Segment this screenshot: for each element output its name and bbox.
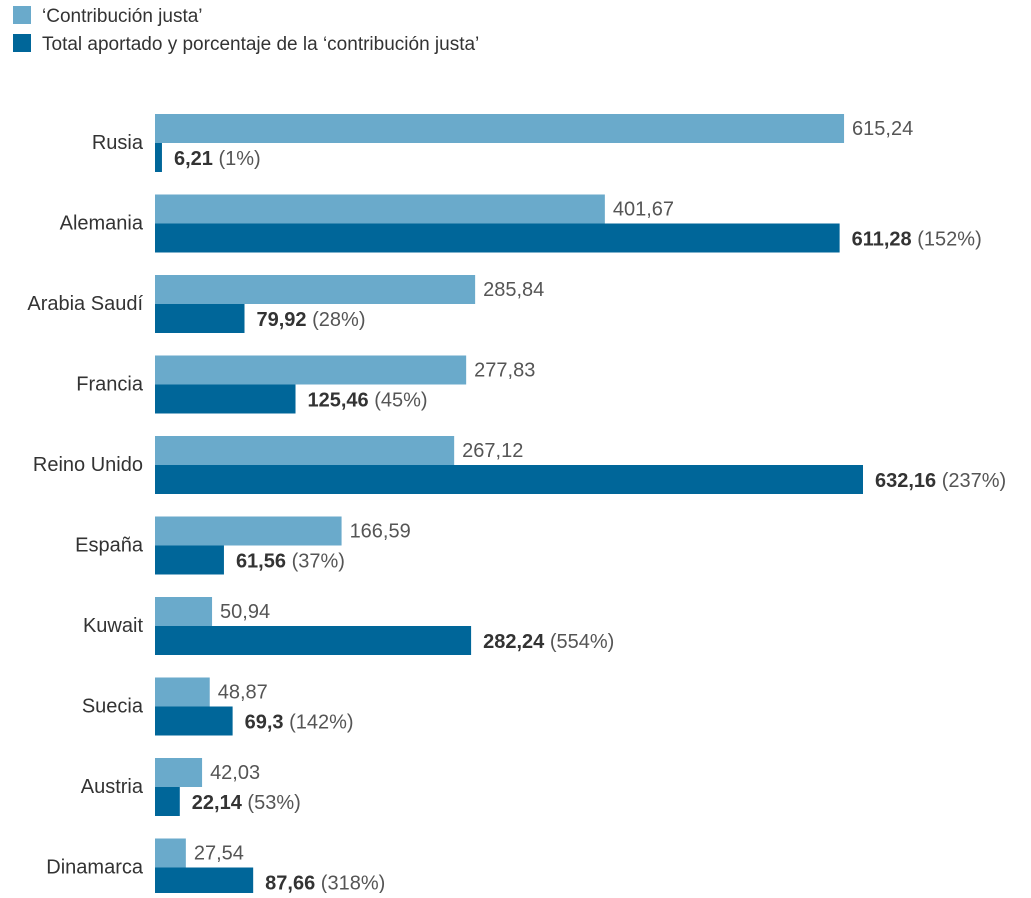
data-label-total-value: 61,56 bbox=[236, 551, 286, 573]
bar-contribucion-justa bbox=[155, 516, 342, 546]
bar-group-2: Arabia Saudí 285,84 79,92 (28%) bbox=[27, 275, 544, 333]
data-label-total-aportado: 282,24 (554%) bbox=[483, 631, 614, 653]
legend-label-2: Total aportado y porcentaje de la ‘contr… bbox=[42, 34, 479, 55]
data-label-contribucion-justa: 42,03 bbox=[210, 762, 260, 784]
bar-contribucion-justa bbox=[155, 275, 476, 304]
data-label-total-value: 69,3 bbox=[245, 712, 284, 734]
bar-total-aportado bbox=[155, 867, 254, 897]
bar-group-8: Austria 42,03 22,14 (53%) bbox=[81, 758, 301, 816]
data-label-total-value: 87,66 bbox=[265, 873, 315, 894]
bar-contribucion-justa bbox=[155, 597, 213, 626]
legend-swatch-2 bbox=[13, 34, 31, 52]
data-label-contribucion-justa: 285,84 bbox=[483, 279, 544, 301]
legend-swatch-1 bbox=[13, 6, 31, 24]
data-label-percent: (152%) bbox=[917, 229, 981, 251]
data-label-percent: (237%) bbox=[942, 470, 1006, 492]
data-label-total-aportado: 69,3 (142%) bbox=[245, 712, 354, 734]
data-label-percent: (28%) bbox=[312, 309, 365, 331]
data-label-percent: (37%) bbox=[292, 551, 345, 573]
data-label-total-aportado: 61,56 (37%) bbox=[236, 551, 345, 573]
data-label-total-aportado: 611,28 (152%) bbox=[852, 229, 982, 251]
data-label-total-aportado: 125,46 (45%) bbox=[308, 390, 428, 412]
data-label-percent: (554%) bbox=[550, 631, 614, 653]
bar-total-aportado bbox=[155, 787, 180, 816]
bar-total-aportado bbox=[155, 706, 233, 736]
data-label-contribucion-justa: 615,24 bbox=[852, 118, 913, 140]
category-label: Kuwait bbox=[83, 615, 143, 637]
data-label-total-value: 79,92 bbox=[257, 309, 307, 331]
category-label: Alemania bbox=[60, 213, 144, 235]
category-label: Austria bbox=[81, 776, 144, 798]
data-label-total-value: 125,46 bbox=[308, 390, 369, 412]
data-label-contribucion-justa: 48,87 bbox=[218, 682, 268, 704]
data-label-total-value: 611,28 bbox=[852, 229, 912, 251]
data-label-percent: (53%) bbox=[247, 792, 300, 814]
data-label-percent: (45%) bbox=[374, 390, 427, 412]
legend: ‘Contribución justa’ Total aportado y por… bbox=[13, 6, 479, 55]
category-label: Suecia bbox=[82, 696, 144, 718]
data-label-contribucion-justa: 166,59 bbox=[350, 521, 411, 543]
bar-total-aportado bbox=[155, 223, 840, 253]
data-label-total-value: 22,14 bbox=[192, 792, 243, 814]
data-label-contribucion-justa: 277,83 bbox=[474, 360, 535, 382]
category-label: Arabia Saudí bbox=[27, 293, 143, 315]
bar-group-9: Dinamarca 27,54 87,66 (318%) bbox=[46, 838, 385, 897]
bar-group-0: Rusia 615,24 6,21 (1%) bbox=[92, 114, 913, 172]
bar-total-aportado bbox=[155, 384, 296, 414]
data-label-contribucion-justa: 27,54 bbox=[194, 843, 244, 865]
bar-contribucion-justa bbox=[155, 436, 455, 465]
data-label-percent: (318%) bbox=[321, 873, 385, 894]
category-label: Francia bbox=[76, 374, 144, 396]
data-label-total-value: 282,24 bbox=[483, 631, 545, 653]
bar-total-aportado bbox=[155, 545, 224, 575]
data-label-contribucion-justa: 401,67 bbox=[613, 199, 674, 221]
bar-contribucion-justa bbox=[155, 355, 467, 385]
bar-total-aportado bbox=[155, 304, 245, 333]
bar-total-aportado bbox=[155, 143, 162, 172]
data-label-total-aportado: 22,14 (53%) bbox=[192, 792, 301, 814]
bar-contribucion-justa bbox=[155, 758, 203, 787]
category-label: Reino Unido bbox=[33, 454, 143, 476]
data-label-percent: (142%) bbox=[289, 712, 353, 734]
data-label-total-aportado: 87,66 (318%) bbox=[265, 873, 385, 894]
bar-total-aportado bbox=[155, 626, 472, 655]
data-label-total-value: 6,21 bbox=[174, 148, 213, 170]
data-label-total-aportado: 6,21 (1%) bbox=[174, 148, 261, 170]
data-label-contribucion-justa: 50,94 bbox=[220, 601, 270, 623]
bar-contribucion-justa bbox=[155, 114, 845, 143]
data-label-total-aportado: 632,16 (237%) bbox=[875, 470, 1006, 492]
bar-group-6: Kuwait 50,94 282,24 (554%) bbox=[83, 597, 614, 655]
data-label-total-value: 632,16 bbox=[875, 470, 936, 492]
data-label-total-aportado: 79,92 (28%) bbox=[257, 309, 366, 331]
bar-group-4: Reino Unido 267,12 632,16 (237%) bbox=[33, 436, 1006, 494]
bar-group-3: Francia 277,83 125,46 (45%) bbox=[76, 355, 535, 414]
chart-rows: Rusia 615,24 6,21 (1%) Alemania 401,67 611,28… bbox=[27, 114, 1006, 897]
bar-group-1: Alemania 401,67 611,28 (152%) bbox=[60, 194, 982, 253]
bar-contribucion-justa bbox=[155, 838, 186, 868]
data-label-percent: (1%) bbox=[218, 148, 260, 170]
category-label: Dinamarca bbox=[46, 857, 144, 879]
bar-group-7: Suecia 48,87 69,3 (142%) bbox=[82, 677, 354, 736]
category-label: Rusia bbox=[92, 132, 144, 154]
bar-contribucion-justa bbox=[155, 677, 210, 707]
legend-label-1: ‘Contribución justa’ bbox=[42, 6, 203, 27]
data-label-contribucion-justa: 267,12 bbox=[462, 440, 523, 462]
category-label: España bbox=[75, 535, 144, 557]
bar-contribucion-justa bbox=[155, 194, 605, 224]
bar-total-aportado bbox=[155, 465, 863, 494]
